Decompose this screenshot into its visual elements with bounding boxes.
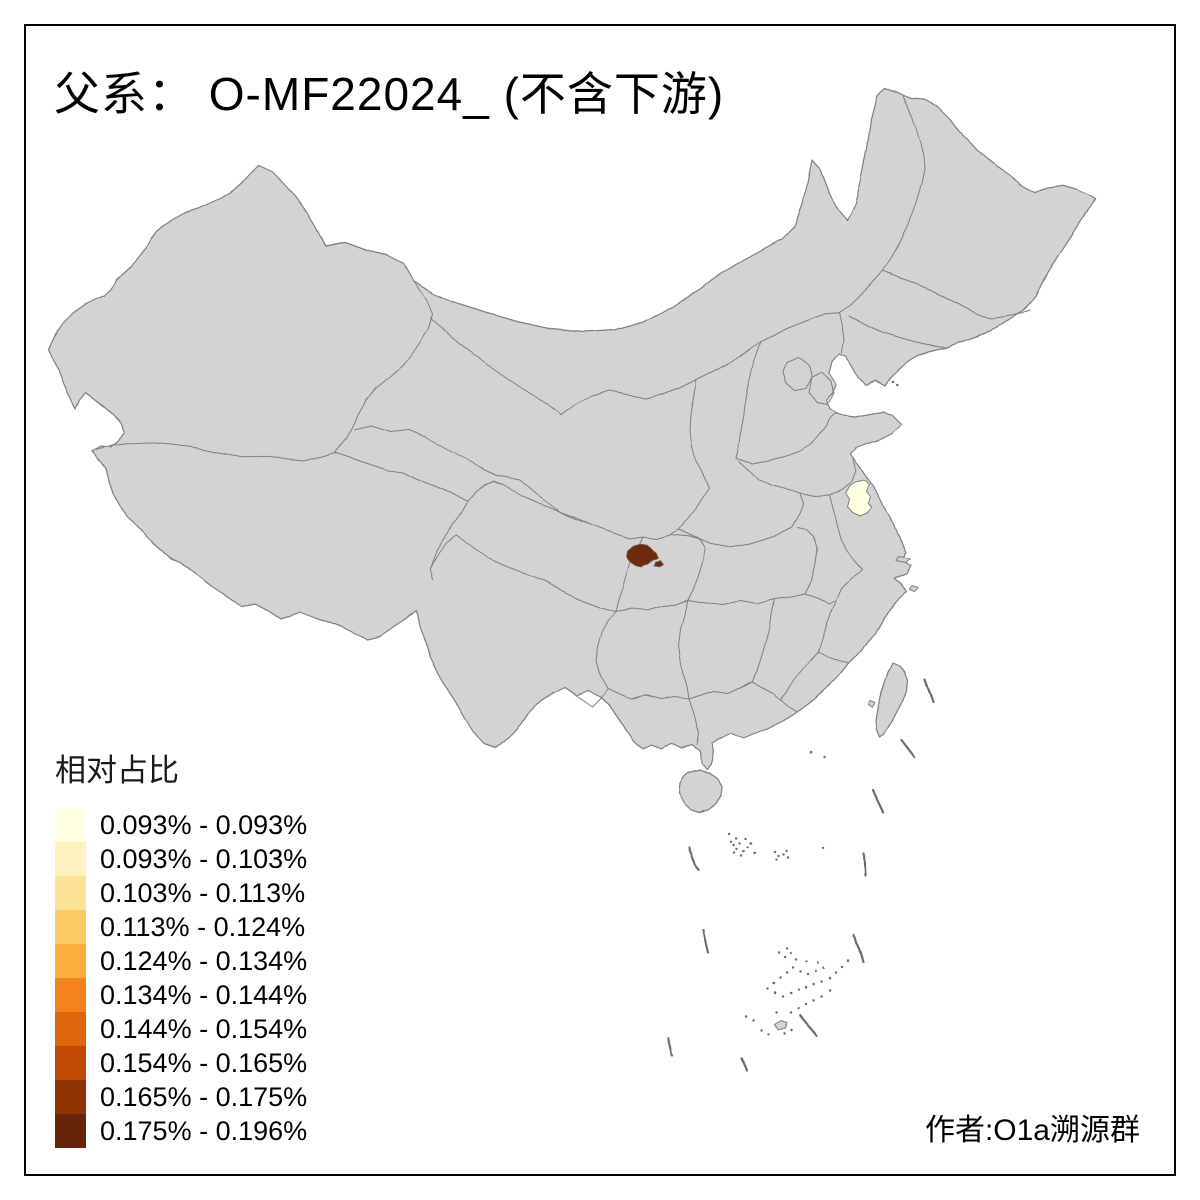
legend-rows: 0.093% - 0.093% 0.093% - 0.103% 0.103% -… — [55, 808, 385, 1148]
legend-range-label: 0.113% - 0.124% — [100, 911, 306, 942]
coastal-islands — [773, 555, 919, 1031]
legend-range-label: 0.103% - 0.113% — [100, 877, 306, 908]
legend-range-label: 0.175% - 0.196% — [100, 1115, 308, 1146]
taiwan-island — [875, 662, 909, 738]
legend-color-swatch — [55, 842, 86, 876]
south-china-sea-islands — [727, 380, 899, 1036]
legend-color-swatch — [55, 1114, 86, 1148]
legend-row: 0.093% - 0.093% — [55, 808, 385, 842]
legend-row: 0.165% - 0.175% — [55, 1080, 385, 1114]
legend-row: 0.113% - 0.124% — [55, 910, 385, 944]
legend-row: 0.175% - 0.196% — [55, 1114, 385, 1148]
legend-range-label: 0.154% - 0.165% — [100, 1047, 308, 1078]
legend-row: 0.093% - 0.103% — [55, 842, 385, 876]
legend-range-label: 0.124% - 0.134% — [100, 945, 308, 976]
legend-color-swatch — [55, 808, 86, 842]
legend-range-label: 0.165% - 0.175% — [100, 1081, 308, 1112]
legend-row: 0.144% - 0.154% — [55, 1012, 385, 1046]
legend: 相对占比 0.093% - 0.093% 0.093% - 0.103% 0.1… — [55, 745, 385, 1148]
legend-row: 0.103% - 0.113% — [55, 876, 385, 910]
legend-row: 0.134% - 0.144% — [55, 978, 385, 1012]
legend-color-swatch — [55, 876, 86, 910]
page-title: 父系： O-MF22024_ (不含下游) — [54, 68, 725, 120]
legend-color-swatch — [55, 910, 86, 944]
legend-row: 0.124% - 0.134% — [55, 944, 385, 978]
legend-range-label: 0.093% - 0.103% — [100, 843, 308, 874]
legend-title: 相对占比 — [55, 753, 179, 788]
china-mainland-outline — [47, 87, 1096, 770]
highlight-region-light — [845, 479, 873, 517]
legend-color-swatch — [55, 944, 86, 978]
legend-color-swatch — [55, 1012, 86, 1046]
province-borders — [95, 94, 1031, 747]
hainan-island — [677, 769, 723, 814]
highlight-region-dark — [625, 543, 664, 568]
legend-range-label: 0.093% - 0.093% — [100, 809, 308, 840]
author-credit: 作者:O1a溯源群 — [924, 1114, 1140, 1147]
legend-range-label: 0.144% - 0.154% — [100, 1013, 308, 1044]
legend-range-label: 0.134% - 0.144% — [100, 979, 308, 1010]
legend-color-swatch — [55, 978, 86, 1012]
nine-dash-line — [666, 676, 935, 1073]
legend-row: 0.154% - 0.165% — [55, 1046, 385, 1080]
legend-color-swatch — [55, 1080, 86, 1114]
legend-color-swatch — [55, 1046, 86, 1080]
